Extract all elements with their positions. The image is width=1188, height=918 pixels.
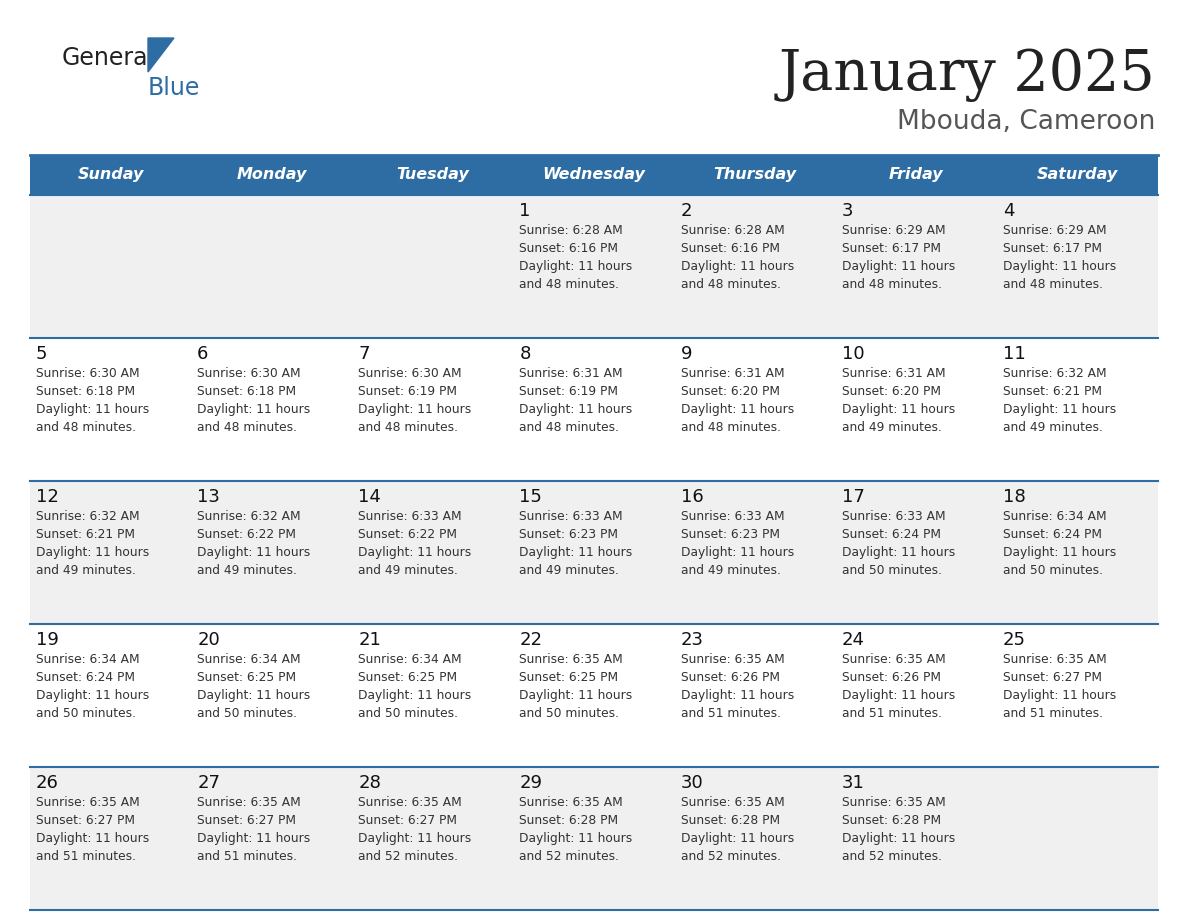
Text: 15: 15	[519, 488, 542, 506]
Text: 5: 5	[36, 345, 48, 363]
Text: Sunrise: 6:35 AM
Sunset: 6:26 PM
Daylight: 11 hours
and 51 minutes.: Sunrise: 6:35 AM Sunset: 6:26 PM Dayligh…	[681, 653, 794, 720]
Text: Sunrise: 6:35 AM
Sunset: 6:27 PM
Daylight: 11 hours
and 51 minutes.: Sunrise: 6:35 AM Sunset: 6:27 PM Dayligh…	[1003, 653, 1116, 720]
Text: Wednesday: Wednesday	[543, 167, 645, 183]
Text: Sunday: Sunday	[77, 167, 144, 183]
Text: Sunrise: 6:32 AM
Sunset: 6:21 PM
Daylight: 11 hours
and 49 minutes.: Sunrise: 6:32 AM Sunset: 6:21 PM Dayligh…	[36, 510, 150, 577]
Text: January 2025: January 2025	[778, 48, 1155, 103]
Text: 14: 14	[359, 488, 381, 506]
Text: 11: 11	[1003, 345, 1025, 363]
Text: 2: 2	[681, 202, 693, 220]
Text: Sunrise: 6:34 AM
Sunset: 6:25 PM
Daylight: 11 hours
and 50 minutes.: Sunrise: 6:34 AM Sunset: 6:25 PM Dayligh…	[197, 653, 310, 720]
Text: 17: 17	[842, 488, 865, 506]
Text: Sunrise: 6:35 AM
Sunset: 6:28 PM
Daylight: 11 hours
and 52 minutes.: Sunrise: 6:35 AM Sunset: 6:28 PM Dayligh…	[519, 796, 633, 863]
Text: 18: 18	[1003, 488, 1025, 506]
Text: Sunrise: 6:32 AM
Sunset: 6:22 PM
Daylight: 11 hours
and 49 minutes.: Sunrise: 6:32 AM Sunset: 6:22 PM Dayligh…	[197, 510, 310, 577]
Text: 20: 20	[197, 631, 220, 649]
Bar	[30, 767, 1158, 910]
Text: 9: 9	[681, 345, 693, 363]
Bar	[30, 155, 191, 195]
Text: 10: 10	[842, 345, 865, 363]
Text: Blue: Blue	[148, 76, 201, 100]
Text: Sunrise: 6:35 AM
Sunset: 6:27 PM
Daylight: 11 hours
and 51 minutes.: Sunrise: 6:35 AM Sunset: 6:27 PM Dayligh…	[197, 796, 310, 863]
Polygon shape	[148, 38, 173, 72]
Text: Sunrise: 6:28 AM
Sunset: 6:16 PM
Daylight: 11 hours
and 48 minutes.: Sunrise: 6:28 AM Sunset: 6:16 PM Dayligh…	[519, 224, 633, 291]
Text: 30: 30	[681, 774, 703, 792]
Text: Sunrise: 6:31 AM
Sunset: 6:19 PM
Daylight: 11 hours
and 48 minutes.: Sunrise: 6:31 AM Sunset: 6:19 PM Dayligh…	[519, 367, 633, 434]
Text: 22: 22	[519, 631, 543, 649]
Text: 31: 31	[842, 774, 865, 792]
Text: Sunrise: 6:31 AM
Sunset: 6:20 PM
Daylight: 11 hours
and 48 minutes.: Sunrise: 6:31 AM Sunset: 6:20 PM Dayligh…	[681, 367, 794, 434]
Text: 8: 8	[519, 345, 531, 363]
Text: 26: 26	[36, 774, 59, 792]
Text: Sunrise: 6:35 AM
Sunset: 6:27 PM
Daylight: 11 hours
and 51 minutes.: Sunrise: 6:35 AM Sunset: 6:27 PM Dayligh…	[36, 796, 150, 863]
Text: 29: 29	[519, 774, 543, 792]
Text: 4: 4	[1003, 202, 1015, 220]
Text: 7: 7	[359, 345, 369, 363]
Text: Sunrise: 6:33 AM
Sunset: 6:23 PM
Daylight: 11 hours
and 49 minutes.: Sunrise: 6:33 AM Sunset: 6:23 PM Dayligh…	[681, 510, 794, 577]
Text: Sunrise: 6:35 AM
Sunset: 6:27 PM
Daylight: 11 hours
and 52 minutes.: Sunrise: 6:35 AM Sunset: 6:27 PM Dayligh…	[359, 796, 472, 863]
Text: 27: 27	[197, 774, 220, 792]
Text: Sunrise: 6:30 AM
Sunset: 6:18 PM
Daylight: 11 hours
and 48 minutes.: Sunrise: 6:30 AM Sunset: 6:18 PM Dayligh…	[197, 367, 310, 434]
Text: Monday: Monday	[236, 167, 307, 183]
Text: 3: 3	[842, 202, 853, 220]
Text: 13: 13	[197, 488, 220, 506]
Text: 6: 6	[197, 345, 209, 363]
Text: Sunrise: 6:30 AM
Sunset: 6:19 PM
Daylight: 11 hours
and 48 minutes.: Sunrise: 6:30 AM Sunset: 6:19 PM Dayligh…	[359, 367, 472, 434]
Text: Thursday: Thursday	[714, 167, 797, 183]
Bar	[835, 155, 997, 195]
Text: Sunrise: 6:33 AM
Sunset: 6:24 PM
Daylight: 11 hours
and 50 minutes.: Sunrise: 6:33 AM Sunset: 6:24 PM Dayligh…	[842, 510, 955, 577]
Text: Sunrise: 6:33 AM
Sunset: 6:23 PM
Daylight: 11 hours
and 49 minutes.: Sunrise: 6:33 AM Sunset: 6:23 PM Dayligh…	[519, 510, 633, 577]
Bar	[353, 155, 513, 195]
Text: Saturday: Saturday	[1037, 167, 1118, 183]
Text: Sunrise: 6:33 AM
Sunset: 6:22 PM
Daylight: 11 hours
and 49 minutes.: Sunrise: 6:33 AM Sunset: 6:22 PM Dayligh…	[359, 510, 472, 577]
Bar	[30, 624, 1158, 767]
Text: Tuesday: Tuesday	[397, 167, 469, 183]
Bar	[30, 338, 1158, 481]
Text: Sunrise: 6:35 AM
Sunset: 6:28 PM
Daylight: 11 hours
and 52 minutes.: Sunrise: 6:35 AM Sunset: 6:28 PM Dayligh…	[842, 796, 955, 863]
Text: 25: 25	[1003, 631, 1026, 649]
Text: 19: 19	[36, 631, 59, 649]
Text: Friday: Friday	[889, 167, 943, 183]
Text: 21: 21	[359, 631, 381, 649]
Text: Sunrise: 6:28 AM
Sunset: 6:16 PM
Daylight: 11 hours
and 48 minutes.: Sunrise: 6:28 AM Sunset: 6:16 PM Dayligh…	[681, 224, 794, 291]
Bar	[513, 155, 675, 195]
Text: Sunrise: 6:35 AM
Sunset: 6:25 PM
Daylight: 11 hours
and 50 minutes.: Sunrise: 6:35 AM Sunset: 6:25 PM Dayligh…	[519, 653, 633, 720]
Text: Sunrise: 6:32 AM
Sunset: 6:21 PM
Daylight: 11 hours
and 49 minutes.: Sunrise: 6:32 AM Sunset: 6:21 PM Dayligh…	[1003, 367, 1116, 434]
Text: 28: 28	[359, 774, 381, 792]
Bar	[191, 155, 353, 195]
Text: Sunrise: 6:34 AM
Sunset: 6:24 PM
Daylight: 11 hours
and 50 minutes.: Sunrise: 6:34 AM Sunset: 6:24 PM Dayligh…	[36, 653, 150, 720]
Text: Sunrise: 6:31 AM
Sunset: 6:20 PM
Daylight: 11 hours
and 49 minutes.: Sunrise: 6:31 AM Sunset: 6:20 PM Dayligh…	[842, 367, 955, 434]
Text: Sunrise: 6:35 AM
Sunset: 6:26 PM
Daylight: 11 hours
and 51 minutes.: Sunrise: 6:35 AM Sunset: 6:26 PM Dayligh…	[842, 653, 955, 720]
Text: 12: 12	[36, 488, 59, 506]
Bar	[675, 155, 835, 195]
Text: Sunrise: 6:30 AM
Sunset: 6:18 PM
Daylight: 11 hours
and 48 minutes.: Sunrise: 6:30 AM Sunset: 6:18 PM Dayligh…	[36, 367, 150, 434]
Text: Sunrise: 6:34 AM
Sunset: 6:24 PM
Daylight: 11 hours
and 50 minutes.: Sunrise: 6:34 AM Sunset: 6:24 PM Dayligh…	[1003, 510, 1116, 577]
Text: 16: 16	[681, 488, 703, 506]
Bar	[30, 481, 1158, 624]
Text: Sunrise: 6:35 AM
Sunset: 6:28 PM
Daylight: 11 hours
and 52 minutes.: Sunrise: 6:35 AM Sunset: 6:28 PM Dayligh…	[681, 796, 794, 863]
Bar	[997, 155, 1158, 195]
Text: Sunrise: 6:29 AM
Sunset: 6:17 PM
Daylight: 11 hours
and 48 minutes.: Sunrise: 6:29 AM Sunset: 6:17 PM Dayligh…	[1003, 224, 1116, 291]
Text: Sunrise: 6:29 AM
Sunset: 6:17 PM
Daylight: 11 hours
and 48 minutes.: Sunrise: 6:29 AM Sunset: 6:17 PM Dayligh…	[842, 224, 955, 291]
Text: 23: 23	[681, 631, 703, 649]
Text: General: General	[62, 46, 156, 70]
Text: 1: 1	[519, 202, 531, 220]
Text: Mbouda, Cameroon: Mbouda, Cameroon	[897, 109, 1155, 135]
Bar	[30, 195, 1158, 338]
Text: 24: 24	[842, 631, 865, 649]
Text: Sunrise: 6:34 AM
Sunset: 6:25 PM
Daylight: 11 hours
and 50 minutes.: Sunrise: 6:34 AM Sunset: 6:25 PM Dayligh…	[359, 653, 472, 720]
